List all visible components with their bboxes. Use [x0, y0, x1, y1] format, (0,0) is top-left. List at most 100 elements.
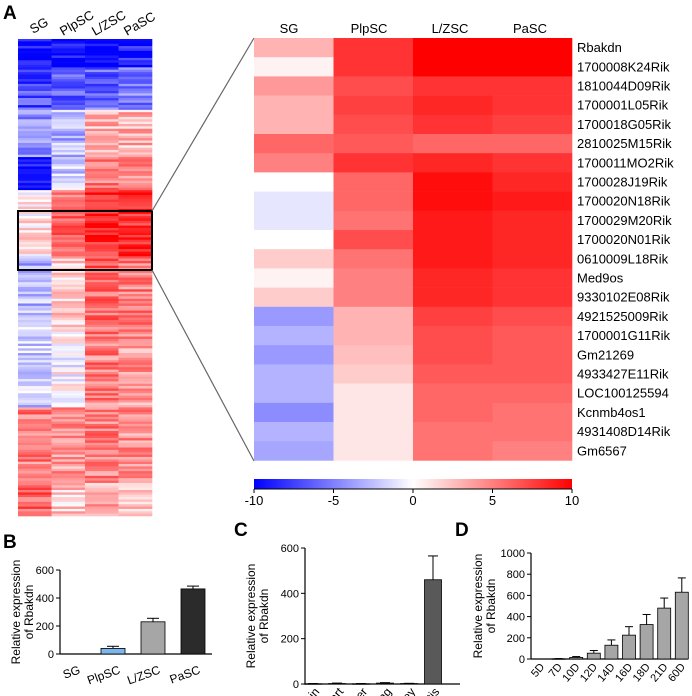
overview-cell	[51, 100, 86, 104]
overview-cell	[18, 435, 52, 439]
overview-cell	[51, 282, 86, 285]
overview-cell	[85, 426, 119, 429]
overview-cell	[51, 331, 86, 335]
overview-cell	[85, 237, 119, 241]
overview-cell	[118, 435, 153, 439]
overview-cell	[51, 258, 86, 262]
zoom-cell	[492, 172, 573, 192]
overview-cell	[18, 152, 52, 156]
overview-cell	[18, 298, 52, 302]
overview-cell	[51, 513, 86, 517]
overview-cell	[118, 433, 153, 437]
overview-cell	[85, 260, 119, 264]
overview-cell	[85, 428, 119, 432]
zoom-cell	[492, 326, 573, 346]
overview-cell	[18, 452, 52, 455]
zoom-cell	[413, 345, 493, 365]
overview-cell	[118, 159, 153, 163]
overview-cell	[118, 53, 153, 56]
overview-cell	[85, 390, 119, 394]
overview-cell	[51, 423, 86, 427]
gene-label: 2810025M15Rik	[577, 136, 672, 151]
overview-cell	[51, 138, 86, 141]
overview-cell	[51, 88, 86, 92]
overview-cell	[85, 105, 119, 108]
overview-cell	[118, 145, 153, 148]
overview-cell	[85, 367, 119, 370]
overview-cell	[18, 345, 52, 349]
overview-cell	[51, 511, 86, 514]
overview-cell	[51, 235, 86, 238]
overview-cell	[51, 466, 86, 470]
overview-cell	[85, 147, 119, 151]
overview-cell	[51, 395, 86, 399]
overview-cell	[85, 116, 119, 120]
overview-cell	[118, 386, 153, 389]
overview-cell	[118, 57, 153, 61]
overview-cell	[51, 421, 86, 425]
overview-cell	[85, 62, 119, 66]
overview-cell	[18, 482, 52, 486]
overview-cell	[51, 353, 86, 356]
zoom-connector-top	[151, 37, 255, 212]
overview-cell	[18, 310, 52, 314]
y-tick-label: 200	[507, 633, 525, 645]
overview-cell	[85, 90, 119, 94]
zoom-cell	[333, 172, 414, 192]
overview-cell	[118, 223, 153, 226]
overview-cell	[51, 206, 86, 210]
overview-cell	[118, 390, 153, 394]
overview-cell	[118, 393, 153, 396]
overview-cell	[118, 213, 153, 217]
overview-cell	[51, 499, 86, 503]
overview-cell	[18, 312, 52, 316]
overview-cell	[18, 381, 52, 385]
overview-cell	[85, 402, 119, 406]
overview-cell	[51, 218, 86, 222]
y-tick-label: 1000	[501, 548, 525, 560]
overview-cell	[51, 494, 86, 498]
overview-cell	[18, 291, 52, 295]
overview-cell	[18, 237, 52, 241]
overview-cell	[18, 213, 52, 217]
overview-cell	[18, 239, 52, 243]
overview-cell	[18, 331, 52, 335]
overview-cell	[85, 152, 119, 156]
zoom-cell	[413, 249, 493, 269]
overview-cell	[85, 230, 119, 233]
overview-cell	[118, 468, 153, 472]
overview-cell	[51, 98, 86, 101]
overview-cell	[51, 126, 86, 130]
zoom-cell	[333, 441, 414, 461]
overview-cell	[118, 301, 153, 304]
overview-cell	[18, 447, 52, 451]
overview-cell	[51, 461, 86, 465]
overview-cell	[85, 497, 119, 500]
overview-cell	[51, 459, 86, 462]
overview-cell	[51, 324, 86, 328]
gene-label: 1700029M20Rik	[577, 213, 672, 228]
overview-cell	[51, 317, 86, 321]
overview-cell	[118, 388, 153, 392]
overview-cell	[51, 508, 86, 512]
overview-cell	[18, 194, 52, 198]
overview-cell	[18, 414, 52, 418]
overview-cell	[18, 128, 52, 132]
zoom-cell	[413, 76, 493, 96]
overview-cell	[51, 256, 86, 259]
overview-cell	[18, 86, 52, 89]
overview-cell	[118, 289, 153, 292]
overview-cell	[51, 334, 86, 337]
overview-cell	[51, 485, 86, 488]
overview-cell	[51, 145, 86, 148]
overview-cell	[18, 154, 52, 158]
overview-cell	[85, 324, 119, 328]
zoom-cell	[333, 57, 414, 77]
overview-cell	[51, 440, 86, 444]
overview-cell	[51, 90, 86, 94]
zoom-cell	[254, 345, 334, 365]
overview-cell	[18, 48, 52, 52]
overview-cell	[18, 364, 52, 368]
overview-cell	[85, 41, 119, 45]
overview-cell	[85, 468, 119, 472]
